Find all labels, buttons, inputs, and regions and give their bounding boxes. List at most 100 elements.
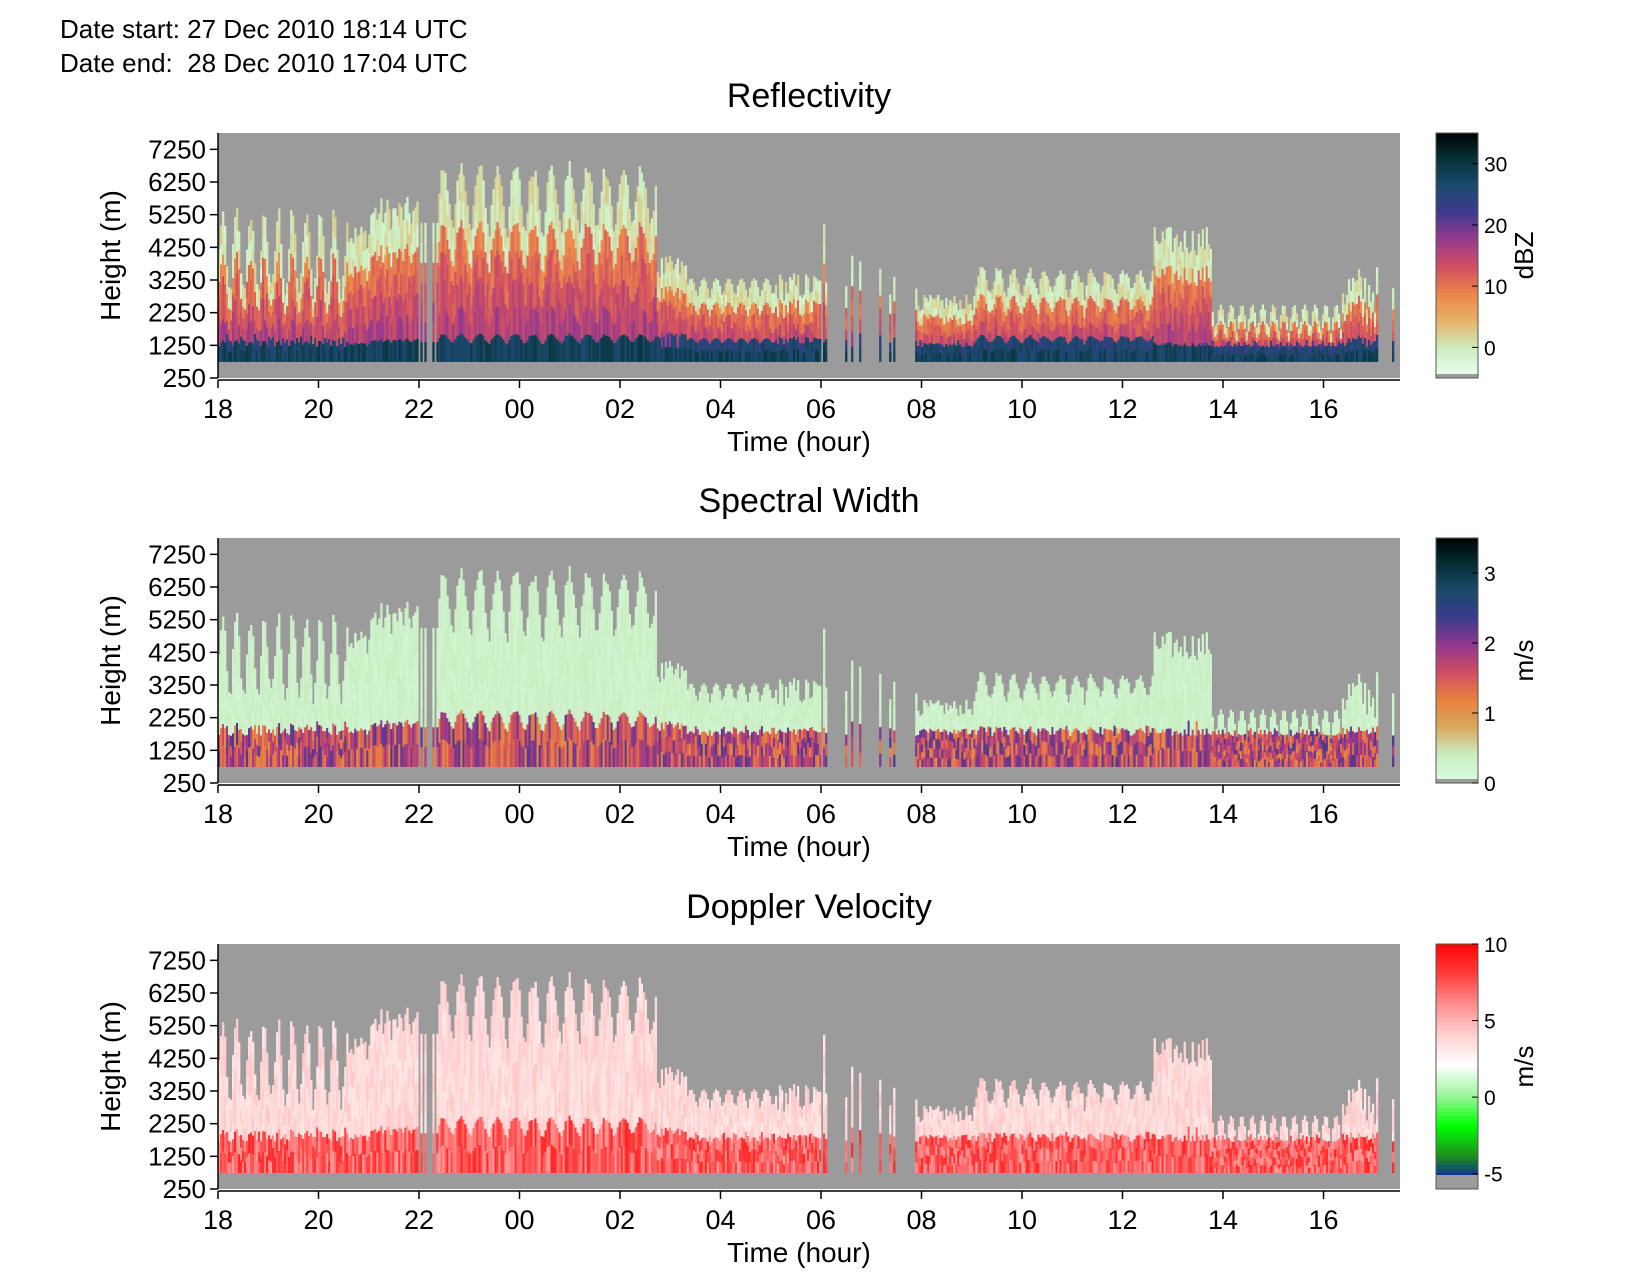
heatmap-cell — [977, 337, 980, 350]
heatmap-cell — [684, 265, 688, 280]
heatmap-cell — [1051, 291, 1054, 302]
heatmap-cell — [1293, 321, 1297, 330]
heatmap-cell — [1257, 356, 1261, 362]
heatmap-cell — [330, 345, 333, 362]
heatmap-cell — [382, 707, 385, 728]
heatmap-cell — [372, 297, 375, 320]
heatmap-cell — [1227, 326, 1231, 334]
colorbar-segment — [1436, 182, 1478, 187]
heatmap-cell — [1187, 330, 1190, 347]
heatmap-cell — [1277, 330, 1281, 336]
heatmap-cell — [660, 317, 664, 333]
heatmap-cell — [474, 261, 477, 287]
heatmap-cell — [496, 305, 499, 335]
heatmap-cell — [786, 332, 790, 343]
heatmap-cell — [662, 311, 666, 325]
heatmap-cell — [538, 253, 541, 276]
heatmap-cell — [432, 687, 435, 708]
heatmap-cell — [454, 654, 457, 677]
heatmap-cell — [628, 252, 631, 275]
heatmap-cell — [592, 204, 595, 228]
heatmap-cell — [927, 301, 930, 311]
heatmap-cell — [590, 336, 593, 362]
heatmap-cell — [1213, 351, 1216, 357]
heatmap-cell — [594, 342, 597, 362]
heatmap-cell — [360, 747, 363, 767]
heatmap-cell — [1391, 330, 1395, 341]
heatmap-cell — [1043, 322, 1046, 337]
heatmap-cell — [642, 258, 646, 285]
heatmap-cell — [228, 287, 231, 299]
heatmap-cell — [1201, 248, 1204, 268]
heatmap-cell — [947, 321, 950, 330]
heatmap-cell — [1099, 341, 1102, 352]
heatmap-cell — [502, 700, 505, 723]
heatmap-cell — [376, 746, 379, 767]
heatmap-cell — [442, 630, 445, 658]
heatmap-cell — [232, 311, 235, 329]
heatmap-cell — [450, 726, 453, 747]
heatmap-cell — [516, 711, 519, 740]
colorbar-segment — [1436, 202, 1478, 207]
heatmap-cell — [963, 354, 966, 362]
heatmap-cell — [564, 335, 567, 362]
heatmap-cell — [1363, 278, 1367, 291]
heatmap-cell — [482, 585, 485, 612]
heatmap-cell — [336, 297, 339, 314]
colorbar-tick-label: 20 — [1484, 215, 1507, 238]
heatmap-cell — [484, 656, 487, 680]
heatmap-cell — [488, 695, 491, 714]
heatmap-cell — [302, 259, 305, 277]
heatmap-cell — [256, 711, 259, 723]
heatmap-cell — [666, 276, 670, 292]
heatmap-cell — [472, 610, 475, 633]
heatmap-cell — [456, 585, 459, 612]
heatmap-cell — [524, 305, 527, 325]
heatmap-cell — [244, 756, 247, 767]
heatmap-cell — [280, 261, 283, 279]
heatmap-cell — [350, 255, 353, 274]
heatmap-cell — [246, 654, 249, 671]
heatmap-cell — [492, 188, 495, 214]
heatmap-cell — [388, 209, 391, 232]
heatmap-cell — [1257, 345, 1261, 351]
heatmap-cell — [492, 741, 495, 767]
heatmap-cell — [408, 681, 411, 704]
heatmap-cell — [1365, 316, 1369, 325]
heatmap-cell — [228, 340, 231, 352]
heatmap-cell — [654, 185, 658, 212]
heatmap-cell — [396, 745, 399, 767]
heatmap-cell — [228, 308, 231, 320]
heatmap-cell — [1021, 314, 1024, 325]
heatmap-cell — [568, 189, 571, 219]
heatmap-cell — [1307, 335, 1311, 341]
heatmap-cell — [294, 730, 297, 749]
heatmap-cell — [1031, 314, 1034, 327]
heatmap-cell — [542, 730, 545, 750]
heatmap-cell — [306, 340, 309, 362]
heatmap-cell — [252, 692, 255, 711]
heatmap-cell — [690, 326, 694, 339]
heatmap-cell — [282, 731, 285, 744]
heatmap-cell — [400, 273, 403, 296]
heatmap-cell — [694, 300, 698, 312]
heatmap-cell — [1277, 335, 1281, 341]
heatmap-cell — [1075, 309, 1078, 324]
heatmap-cell — [1149, 292, 1152, 305]
heatmap-cell — [500, 741, 503, 767]
heatmap-cell — [1285, 348, 1289, 356]
heatmap-cell — [518, 662, 521, 689]
heatmap-cell — [420, 302, 423, 323]
heatmap-cell — [1093, 349, 1096, 362]
colorbar-segment — [1436, 137, 1478, 142]
heatmap-cell — [292, 257, 295, 279]
heatmap-cell — [290, 701, 293, 724]
heatmap-cell — [1015, 290, 1018, 303]
heatmap-cells — [218, 566, 1395, 767]
colorbar-segment — [1436, 271, 1478, 277]
heatmap-cell — [682, 320, 686, 335]
heatmap-cell — [348, 680, 351, 699]
heatmap-cell — [969, 303, 972, 313]
heatmap-cell — [326, 756, 329, 767]
heatmap-cell — [354, 227, 357, 248]
